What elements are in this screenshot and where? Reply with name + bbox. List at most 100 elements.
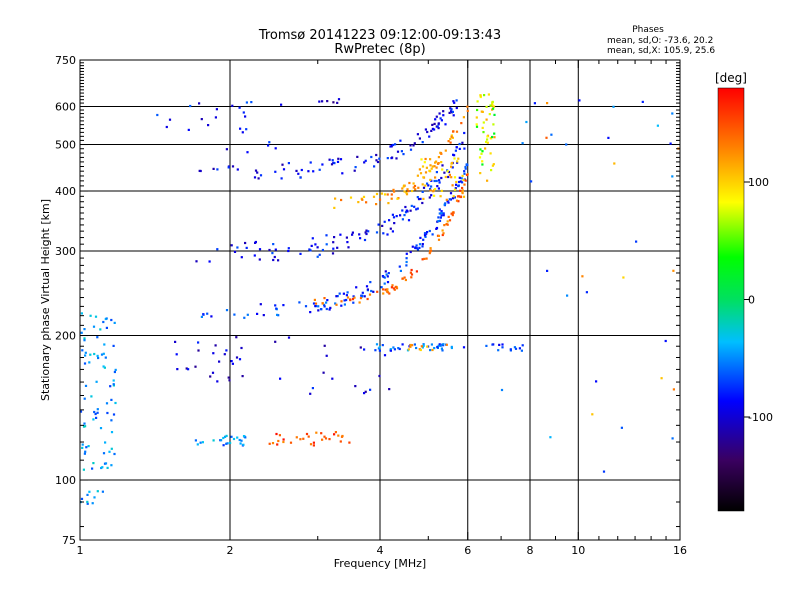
data-point <box>450 212 453 215</box>
data-point <box>441 229 444 232</box>
data-point <box>414 188 417 191</box>
data-point <box>345 294 348 297</box>
data-point <box>418 243 422 246</box>
data-point <box>244 115 247 118</box>
data-point <box>440 214 443 217</box>
data-point <box>339 158 343 161</box>
data-point <box>363 295 366 298</box>
data-point <box>399 139 402 142</box>
data-point <box>95 380 98 383</box>
y-tick-label: 750 <box>55 54 76 67</box>
data-point <box>442 110 445 113</box>
data-point <box>112 384 115 387</box>
data-point <box>660 377 663 380</box>
data-point <box>392 287 395 290</box>
data-point <box>486 141 489 144</box>
data-point <box>392 143 395 147</box>
data-point <box>274 304 277 307</box>
data-point <box>450 162 453 165</box>
data-point <box>485 344 488 347</box>
data-point <box>390 286 393 289</box>
data-point <box>407 348 410 351</box>
data-point <box>365 232 368 236</box>
data-point <box>325 354 328 357</box>
data-point <box>299 176 302 179</box>
data-point <box>450 165 453 168</box>
data-point <box>521 344 524 347</box>
data-point <box>440 210 443 213</box>
data-point <box>416 196 419 199</box>
data-point <box>187 368 190 371</box>
data-point <box>447 175 450 179</box>
colorbar-gradient <box>718 88 744 511</box>
data-point <box>112 344 115 347</box>
data-point <box>456 161 459 164</box>
data-point <box>451 214 454 217</box>
data-point <box>447 201 450 204</box>
data-point <box>493 132 496 135</box>
data-point <box>253 176 257 179</box>
data-point <box>421 201 424 205</box>
data-point <box>185 367 188 370</box>
data-point <box>550 133 553 136</box>
data-point <box>104 462 108 465</box>
data-point <box>451 136 454 139</box>
data-point <box>345 236 348 239</box>
data-point <box>431 233 434 236</box>
data-point <box>92 325 96 328</box>
data-point <box>398 265 401 268</box>
data-point <box>398 347 401 351</box>
data-point <box>309 161 312 164</box>
data-point <box>416 248 420 251</box>
data-point <box>313 298 316 301</box>
data-point <box>439 216 442 219</box>
data-point <box>391 284 394 287</box>
data-point <box>429 187 432 191</box>
data-point <box>375 231 379 234</box>
data-point <box>331 377 334 380</box>
data-point <box>366 288 369 291</box>
data-point <box>232 437 236 441</box>
data-point <box>378 374 381 378</box>
data-point <box>224 435 227 438</box>
data-point <box>424 171 428 174</box>
data-point <box>412 186 415 189</box>
data-point <box>231 165 235 168</box>
data-point <box>425 232 428 235</box>
data-point <box>352 295 355 298</box>
data-point <box>671 437 674 440</box>
data-point <box>407 190 410 193</box>
data-point <box>488 113 491 116</box>
data-point <box>268 141 271 144</box>
data-point <box>243 316 246 319</box>
data-point <box>222 436 225 440</box>
data-point <box>113 370 116 374</box>
data-point <box>345 298 348 302</box>
data-point <box>481 110 484 113</box>
data-point <box>565 143 568 146</box>
data-point <box>258 258 261 261</box>
data-point <box>422 238 425 241</box>
data-point <box>80 497 84 500</box>
data-point <box>353 169 356 172</box>
data-point <box>442 232 445 235</box>
x-axis-ticks: 1 2 4 6 8 10 16 <box>77 60 687 557</box>
data-point <box>464 179 467 182</box>
data-point <box>328 438 331 441</box>
data-point <box>451 197 455 200</box>
data-point <box>210 315 213 318</box>
data-point <box>83 328 86 331</box>
data-point <box>428 229 431 233</box>
data-point <box>326 299 329 302</box>
data-point <box>104 441 107 444</box>
data-point <box>525 120 528 124</box>
data-point <box>403 190 406 193</box>
data-point <box>462 346 466 349</box>
data-point <box>218 360 221 363</box>
data-point <box>405 260 408 264</box>
data-point <box>479 148 482 151</box>
data-point <box>453 157 456 160</box>
data-point <box>277 259 280 262</box>
data-point <box>83 337 86 340</box>
data-point <box>591 413 594 416</box>
